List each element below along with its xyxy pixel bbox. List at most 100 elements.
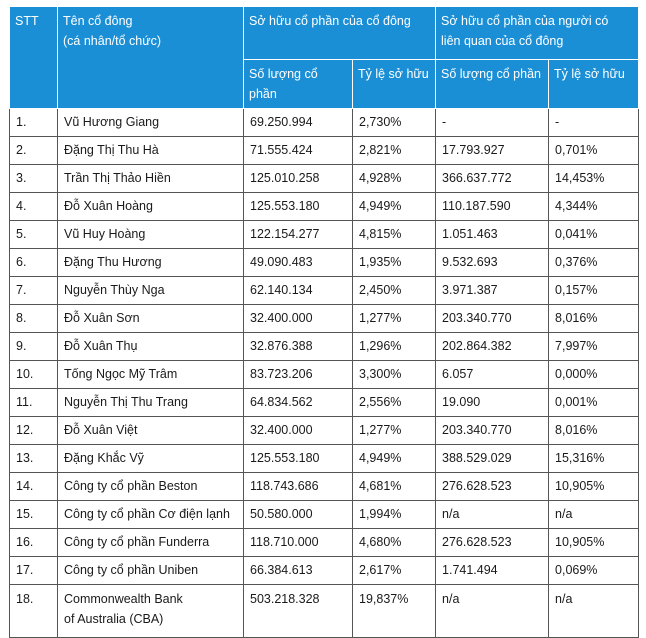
cell-name: Đỗ Xuân Hoàng — [57, 192, 244, 221]
header-stt: STT — [9, 6, 58, 109]
cell-name: Tống Ngọc Mỹ Trâm — [57, 360, 244, 389]
cell-related-qty: 203.340.770 — [435, 416, 550, 445]
cell-name: Đỗ Xuân Sơn — [57, 304, 244, 333]
cell-stt: 5. — [9, 220, 58, 249]
cell-stt: 3. — [9, 164, 58, 193]
cell-related-pct: - — [548, 108, 640, 137]
cell-related-qty: n/a — [435, 584, 550, 638]
table-row: 1. Vũ Hương Giang 69.250.994 2,730% - - — [9, 108, 640, 137]
cell-related-pct: 10,905% — [548, 528, 640, 557]
cell-name-line2: of Australia (CBA) — [64, 612, 164, 626]
table-row: 16. Công ty cổ phần Funderra 118.710.000 4,… — [9, 528, 640, 557]
cell-related-pct: 0,376% — [548, 248, 640, 277]
cell-related-qty: 366.637.772 — [435, 164, 550, 193]
header-related-line1: Sở hữu cổ phần của người có — [441, 14, 609, 28]
cell-stt: 1. — [9, 108, 58, 137]
cell-qty: 118.743.686 — [243, 472, 353, 501]
cell-qty: 125.010.258 — [243, 164, 353, 193]
cell-pct: 2,730% — [351, 108, 437, 137]
cell-pct: 2,450% — [351, 276, 437, 305]
cell-name: Công ty cổ phần Funderra — [57, 528, 244, 557]
cell-stt: 14. — [9, 472, 58, 501]
cell-pct: 1,935% — [351, 248, 437, 277]
cell-related-qty: 6.057 — [435, 360, 550, 389]
cell-stt: 13. — [9, 444, 58, 473]
cell-name: Commonwealth Bank of Australia (CBA) — [57, 584, 244, 638]
cell-name: Công ty cổ phần Beston — [57, 472, 244, 501]
cell-qty: 62.140.134 — [243, 276, 353, 305]
table-row: 15. Công ty cổ phần Cơ điện lạnh 50.580.00… — [9, 500, 640, 529]
cell-related-qty: 9.532.693 — [435, 248, 550, 277]
table-row: 12. Đỗ Xuân Việt 32.400.000 1,277% 203.340.7… — [9, 416, 640, 445]
cell-pct: 2,556% — [351, 388, 437, 417]
cell-related-pct: 0,000% — [548, 360, 640, 389]
cell-qty: 83.723.206 — [243, 360, 353, 389]
table-row: 17. Công ty cổ phần Uniben 66.384.613 2,617… — [9, 556, 640, 585]
table-row: 6. Đặng Thu Hương 49.090.483 1,935% 9.532.69… — [9, 248, 640, 277]
cell-related-qty: 1.741.494 — [435, 556, 550, 585]
table-row: 5. Vũ Huy Hoàng 122.154.277 4,815% 1.051.463… — [9, 220, 640, 249]
header-shareholder-name: Tên cổ đông (cá nhân/tổ chức) — [57, 6, 244, 109]
header-name-line1: Tên cổ đông — [63, 14, 133, 28]
table-row: 14. Công ty cổ phần Beston 118.743.686 4,68… — [9, 472, 640, 501]
cell-stt: 12. — [9, 416, 58, 445]
cell-qty: 125.553.180 — [243, 444, 353, 473]
cell-related-qty: n/a — [435, 500, 550, 529]
table-row: 18. Commonwealth Bank of Australia (CBA)… — [9, 584, 640, 638]
cell-related-pct: 8,016% — [548, 304, 640, 333]
table-body: 1. Vũ Hương Giang 69.250.994 2,730% - -2. Đặng… — [9, 108, 640, 638]
cell-pct: 4,681% — [351, 472, 437, 501]
header-group-own: Sở hữu cổ phần của cổ đông — [242, 6, 437, 60]
cell-pct: 19,837% — [351, 584, 437, 638]
cell-qty: 503.218.328 — [243, 584, 353, 638]
cell-stt: 7. — [9, 276, 58, 305]
cell-name: Vũ Hương Giang — [57, 108, 244, 137]
cell-qty: 32.400.000 — [243, 416, 353, 445]
cell-name: Vũ Huy Hoàng — [57, 220, 244, 249]
header-pct: Tỷ lệ sở hữu — [351, 59, 437, 109]
shareholder-table: STT Tên cổ đông (cá nhân/tổ chức) Sở hữu… — [9, 6, 640, 638]
cell-related-pct: n/a — [548, 584, 640, 638]
table-header: STT Tên cổ đông (cá nhân/tổ chức) Sở hữu… — [9, 6, 640, 109]
cell-qty: 66.384.613 — [243, 556, 353, 585]
cell-pct: 4,928% — [351, 164, 437, 193]
cell-related-pct: 0,701% — [548, 136, 640, 165]
cell-qty: 69.250.994 — [243, 108, 353, 137]
cell-stt: 9. — [9, 332, 58, 361]
cell-related-qty: 1.051.463 — [435, 220, 550, 249]
cell-qty: 71.555.424 — [243, 136, 353, 165]
cell-related-pct: 4,344% — [548, 192, 640, 221]
table-row: 3. Trần Thị Thảo Hiền 125.010.258 4,928% 366… — [9, 164, 640, 193]
cell-related-pct: 0,001% — [548, 388, 640, 417]
cell-pct: 4,815% — [351, 220, 437, 249]
cell-related-qty: 110.187.590 — [435, 192, 550, 221]
cell-stt: 6. — [9, 248, 58, 277]
cell-name: Đặng Thị Thu Hà — [57, 136, 244, 165]
cell-related-qty: 202.864.382 — [435, 332, 550, 361]
cell-stt: 10. — [9, 360, 58, 389]
table-row: 2. Đặng Thị Thu Hà 71.555.424 2,821% 17.793.… — [9, 136, 640, 165]
table-row: 10. Tống Ngọc Mỹ Trâm 83.723.206 3,300% 6.05… — [9, 360, 640, 389]
cell-related-qty: 276.628.523 — [435, 528, 550, 557]
cell-pct: 4,949% — [351, 192, 437, 221]
cell-name: Nguyễn Thị Thu Trang — [57, 388, 244, 417]
cell-stt: 16. — [9, 528, 58, 557]
cell-name: Đặng Khắc Vỹ — [57, 444, 244, 473]
cell-related-pct: 10,905% — [548, 472, 640, 501]
cell-name-line1: Commonwealth Bank — [64, 592, 183, 606]
cell-related-pct: 0,041% — [548, 220, 640, 249]
cell-related-pct: 15,316% — [548, 444, 640, 473]
cell-stt: 2. — [9, 136, 58, 165]
cell-name: Công ty cổ phần Cơ điện lạnh — [57, 500, 244, 529]
cell-related-qty: 203.340.770 — [435, 304, 550, 333]
cell-name: Công ty cổ phần Uniben — [57, 556, 244, 585]
cell-related-pct: 0,157% — [548, 276, 640, 305]
cell-related-qty: 3.971.387 — [435, 276, 550, 305]
header-name-line2: (cá nhân/tổ chức) — [63, 34, 161, 48]
cell-qty: 122.154.277 — [243, 220, 353, 249]
cell-pct: 4,680% — [351, 528, 437, 557]
cell-name: Nguyễn Thùy Nga — [57, 276, 244, 305]
header-group-related: Sở hữu cổ phần của người có liên quan củ… — [435, 6, 640, 60]
cell-name: Đỗ Xuân Việt — [57, 416, 244, 445]
cell-related-pct: n/a — [548, 500, 640, 529]
